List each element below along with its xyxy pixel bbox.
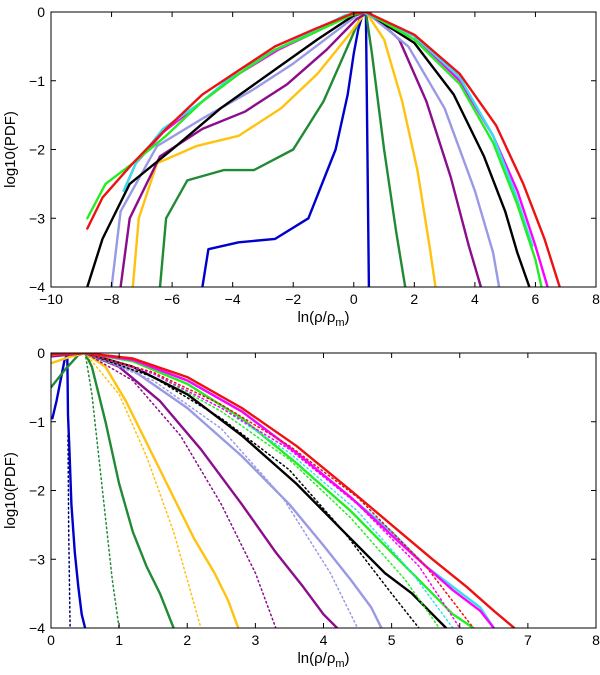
y-tick-label: −4 (29, 620, 45, 636)
series-line-3 (119, 12, 483, 287)
series-group (86, 12, 561, 287)
x-tick-label: 5 (388, 632, 396, 648)
y-tick-label: −2 (29, 142, 45, 158)
x-tick-label: 7 (524, 632, 532, 648)
y-tick-label: −4 (29, 279, 45, 295)
series-line-7 (84, 353, 277, 628)
x-tick-label: 8 (592, 291, 600, 307)
series-line-19 (84, 353, 475, 628)
series-line-2 (131, 12, 437, 287)
top-panel: −10 −8 −6 −4 −2 0 2 4 6 8 0 −1 −2 −3 −4 ln(ρ/ρm) log10(P… (2, 4, 600, 329)
x-tick-label: 4 (471, 291, 479, 307)
series-line-8 (86, 12, 543, 287)
series-line-2 (51, 353, 175, 628)
series-line-17 (84, 353, 461, 628)
series-line-18 (51, 353, 516, 628)
series-line-1 (158, 12, 407, 287)
y-tick-label: 0 (37, 345, 45, 361)
series-line-11 (84, 353, 420, 628)
y-tick-label: −1 (29, 73, 45, 89)
x-axis-label: ln(ρ/ρm) (297, 650, 349, 670)
y-tick-label: −3 (29, 210, 45, 226)
x-tick-label: 4 (320, 632, 328, 648)
series-line-16 (51, 353, 495, 628)
series-line-3 (84, 353, 120, 628)
x-tick-label: 1 (115, 632, 123, 648)
series-line-10 (51, 353, 448, 628)
series-line-4 (110, 12, 501, 287)
axes-frame (50, 352, 597, 629)
x-tick-label: 0 (47, 632, 55, 648)
x-tick-label: 6 (532, 291, 540, 307)
x-tick-label: −8 (104, 291, 120, 307)
series-line-12 (51, 353, 475, 628)
x-tick-label: 2 (410, 291, 418, 307)
x-tick-label: 2 (183, 632, 191, 648)
y-axis-label: log10(PDF) (2, 111, 19, 188)
y-tick-label: 0 (37, 4, 45, 20)
series-line-1 (67, 434, 71, 628)
x-tick-label: −6 (164, 291, 180, 307)
y-tick-label: −1 (29, 414, 45, 430)
x-tick-label: −10 (39, 291, 63, 307)
series-line-0 (51, 353, 87, 628)
x-tick-label: −4 (225, 291, 241, 307)
x-tick-label: −2 (285, 291, 301, 307)
x-tick-label: 3 (251, 632, 259, 648)
x-tick-label: 6 (456, 632, 464, 648)
y-tick-label: −2 (29, 483, 45, 499)
series-group (51, 353, 516, 628)
series-line-15 (84, 353, 454, 628)
y-axis-label: log10(PDF) (2, 452, 19, 529)
series-line-9 (86, 12, 561, 287)
bottom-panel: 0 1 2 3 4 5 6 7 8 0 −1 −2 −3 −4 ln(ρ/ρm) log10(PDF) (2, 345, 600, 670)
x-tick-label: 8 (592, 632, 600, 648)
series-line-14 (51, 353, 495, 628)
series-line-9 (84, 353, 359, 628)
y-tick-label: −3 (29, 551, 45, 567)
x-tick-label: 0 (350, 291, 358, 307)
series-line-8 (51, 353, 383, 628)
series-line-5 (84, 353, 202, 628)
x-axis-label: ln(ρ/ρm) (297, 309, 349, 329)
